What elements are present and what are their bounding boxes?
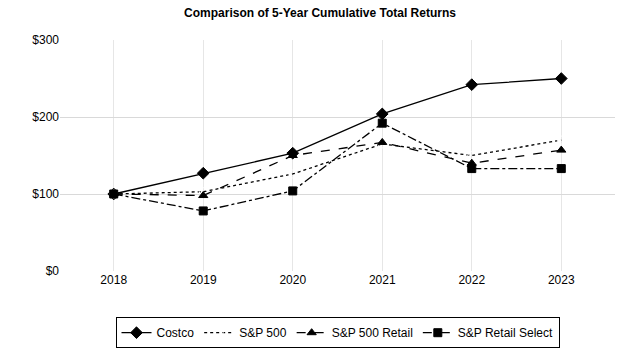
svg-text:$200: $200	[32, 110, 59, 124]
svg-text:S&P 500 Retail: S&P 500 Retail	[332, 326, 413, 340]
svg-text:S&P Retail Select: S&P Retail Select	[458, 326, 553, 340]
svg-text:2023: 2023	[548, 273, 575, 287]
svg-text:$0: $0	[46, 264, 60, 278]
svg-text:2019: 2019	[190, 273, 217, 287]
svg-text:2022: 2022	[458, 273, 485, 287]
svg-text:2021: 2021	[369, 273, 396, 287]
svg-text:2020: 2020	[279, 273, 306, 287]
svg-text:Comparison of 5-Year Cumulativ: Comparison of 5-Year Cumulative Total Re…	[184, 6, 456, 20]
svg-text:Costco: Costco	[157, 326, 195, 340]
svg-text:S&P 500: S&P 500	[239, 326, 286, 340]
svg-text:2018: 2018	[100, 273, 127, 287]
svg-text:$100: $100	[32, 187, 59, 201]
svg-text:$300: $300	[32, 33, 59, 47]
